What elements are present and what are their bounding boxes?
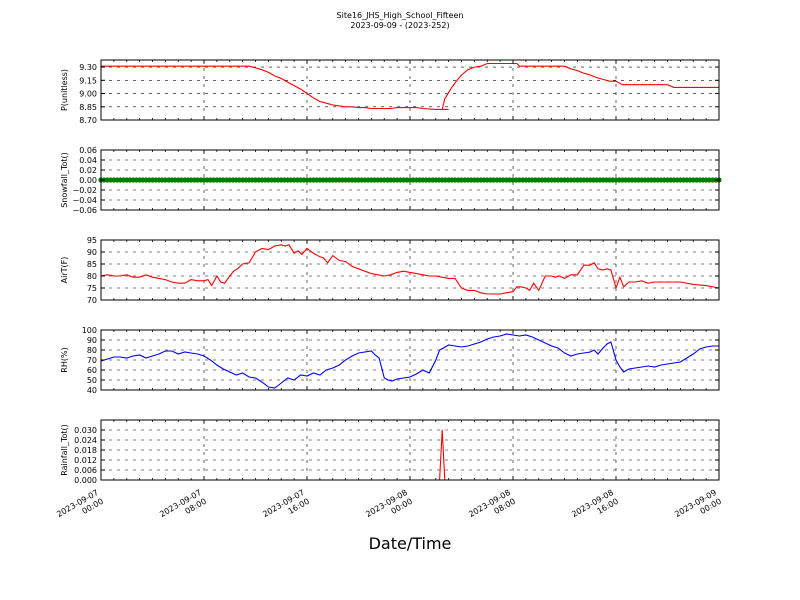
y-tick-label: 0.024 [74, 436, 97, 445]
y-axis-label: Rainfall_Tot() [60, 424, 69, 476]
series-line [101, 62, 719, 110]
y-tick-label: 75 [87, 284, 97, 293]
y-tick-label: −0.06 [72, 206, 97, 215]
figure-title: Site16_JHS_High_School_Fifteen [336, 11, 464, 20]
x-tick-label: 2023-09-0708:00 [158, 488, 208, 528]
y-tick-label: −0.04 [72, 196, 97, 205]
y-tick-label: 85 [87, 260, 97, 269]
y-tick-label: 40 [87, 386, 97, 395]
y-tick-label: 9.30 [79, 63, 97, 72]
panel-1: 8.70 8.85 9.00 9.15 9.30 P(unitless) [60, 59, 720, 125]
x-tick-label: 2023-09-0808:00 [467, 488, 517, 528]
y-tick-label: 0.04 [79, 156, 97, 165]
y-tick-label: 60 [87, 366, 97, 375]
y-axis-label: Snowfall_Tot() [60, 152, 69, 208]
series-line [100, 244, 720, 295]
y-tick-label: 9.00 [79, 90, 97, 99]
panel-2: −0.06−0.04−0.020.000.020.040.06 Snowfall_… [60, 146, 722, 215]
y-tick-label: 0.06 [79, 146, 97, 155]
y-tick-label: 0.02 [79, 166, 97, 175]
y-tick-label: 9.15 [79, 76, 97, 85]
panel-3: 70 75 80 85 90 95 AirT(F) [60, 236, 720, 305]
y-axis-label: P(unitless) [60, 69, 69, 111]
x-tick-label: 2023-09-0816:00 [570, 488, 620, 528]
y-tick-label: 100 [82, 326, 97, 335]
y-tick-label: 70 [87, 296, 97, 305]
y-tick-label: 80 [87, 272, 97, 281]
y-tick-label: 80 [87, 346, 97, 355]
y-tick-label: 8.85 [79, 103, 97, 112]
x-tick-label: 2023-09-0800:00 [364, 488, 414, 528]
y-tick-label: 0.030 [74, 426, 97, 435]
y-tick-label: 0.000 [74, 476, 97, 485]
y-tick-label: 90 [87, 336, 97, 345]
y-tick-label: 90 [87, 248, 97, 257]
y-tick-label: 0.006 [74, 466, 97, 475]
figure-subtitle: 2023-09-09 - (2023-252) [350, 21, 450, 30]
y-tick-label: 0.00 [79, 176, 97, 185]
x-tick-label: 2023-09-0700:00 [55, 488, 105, 528]
x-tick-label: 2023-09-0900:00 [673, 488, 723, 528]
y-axis-label: AirT(F) [60, 257, 69, 284]
y-tick-label: 70 [87, 356, 97, 365]
y-tick-label: 0.018 [74, 446, 97, 455]
series-line [100, 333, 719, 389]
x-tick-label: 2023-09-0716:00 [261, 488, 311, 528]
x-axis-label: Date/Time [368, 534, 452, 553]
y-tick-label: −0.02 [72, 186, 97, 195]
y-tick-label: 8.70 [79, 116, 97, 125]
y-axis-label: RH(%) [60, 347, 69, 372]
y-tick-label: 95 [87, 236, 97, 245]
y-tick-label: 50 [87, 376, 97, 385]
y-tick-label: 0.012 [74, 456, 97, 465]
